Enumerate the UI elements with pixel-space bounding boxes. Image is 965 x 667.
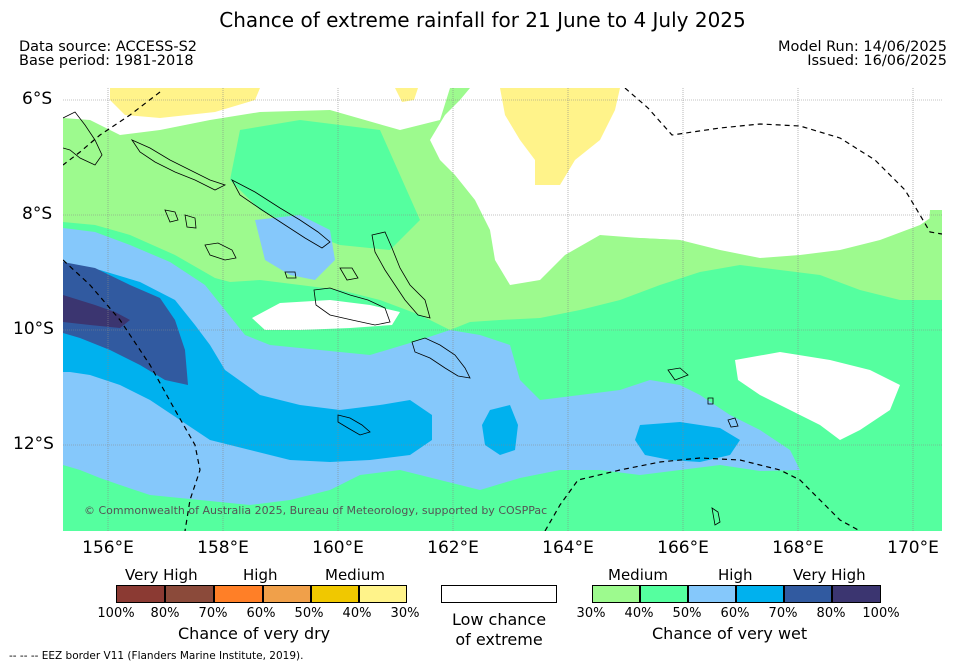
model-run: Model Run: 14/06/2025 xyxy=(777,39,947,55)
swatch-dry-70 xyxy=(214,585,263,603)
swatch-wet-40 xyxy=(640,585,688,603)
lon-label: 160°E xyxy=(312,538,364,558)
low-chance-label: Low chance of extreme xyxy=(441,610,557,650)
dry-colorbar xyxy=(116,585,407,603)
field-wet-30-mid xyxy=(630,238,700,270)
lon-label: 164°E xyxy=(542,538,594,558)
swatch-dry-80 xyxy=(165,585,214,603)
dry-category-very-high: Very High xyxy=(125,566,198,584)
swatch-wet-70 xyxy=(784,585,832,603)
wet-tick: 70% xyxy=(768,606,798,621)
probability-fields xyxy=(63,88,942,531)
low-chance-line2: of extreme xyxy=(455,630,543,649)
field-wet-30-east xyxy=(928,210,942,295)
wet-legend-title: Chance of very wet xyxy=(652,624,808,643)
wet-tick: 50% xyxy=(672,606,702,621)
dry-category-high: High xyxy=(243,566,278,584)
swatch-dry-50 xyxy=(311,585,359,603)
wet-tick: 30% xyxy=(576,606,606,621)
swatch-wet-50 xyxy=(688,585,736,603)
gridlines xyxy=(63,88,942,531)
meta-left: Data source: ACCESS-S2 Base period: 1981… xyxy=(19,39,198,69)
lon-label: 162°E xyxy=(427,538,479,558)
swatch-wet-80 xyxy=(832,585,881,603)
lat-label: 10°S xyxy=(13,319,54,339)
field-wet-80 xyxy=(63,295,130,328)
dry-category-medium: Medium xyxy=(325,566,385,584)
eez-footnote: -- -- -- EEZ border V11 (Flanders Marine… xyxy=(9,650,304,662)
lon-label: 170°E xyxy=(887,538,939,558)
lon-label: 166°E xyxy=(657,538,709,558)
lat-label: 12°S xyxy=(13,434,54,454)
lat-label: 8°S xyxy=(22,204,53,224)
dry-tick: 80% xyxy=(150,606,180,621)
wet-tick: 100% xyxy=(862,606,900,621)
lon-label: 168°E xyxy=(772,538,824,558)
dry-tick: 100% xyxy=(97,606,135,621)
swatch-dry-60 xyxy=(263,585,311,603)
issued-date: Issued: 16/06/2025 xyxy=(807,53,947,69)
dry-tick: 70% xyxy=(198,606,228,621)
eez-borders xyxy=(63,88,942,531)
wet-tick: 40% xyxy=(624,606,654,621)
base-period: Base period: 1981-2018 xyxy=(19,53,194,69)
swatch-dry-100 xyxy=(116,585,165,603)
swatch-wet-30 xyxy=(592,585,640,603)
wet-colorbar xyxy=(592,585,881,603)
dry-legend-title: Chance of very dry xyxy=(178,624,331,643)
lon-label: 158°E xyxy=(197,538,249,558)
wet-tick: 80% xyxy=(816,606,846,621)
field-dry-40-north xyxy=(500,88,620,185)
dry-tick: 40% xyxy=(342,606,372,621)
lon-label: 156°E xyxy=(82,538,134,558)
field-dry-40-small xyxy=(395,88,418,102)
wet-category-medium: Medium xyxy=(608,566,668,584)
map-title: Chance of extreme rainfall for 21 June t… xyxy=(219,8,746,32)
swatch-low-chance xyxy=(441,585,557,603)
field-dry-40-northwest xyxy=(110,88,260,118)
field-wet-60-center xyxy=(482,405,518,455)
low-chance-line1: Low chance xyxy=(451,610,547,629)
wet-category-very-high: Very High xyxy=(793,566,866,584)
coastlines xyxy=(63,111,739,526)
field-wet-50-north xyxy=(255,215,335,280)
swatch-dry-40 xyxy=(359,585,407,603)
meta-right: Model Run: 14/06/2025 Issued: 16/06/2025 xyxy=(777,39,947,69)
dry-tick: 50% xyxy=(294,606,324,621)
lat-label: 6°S xyxy=(22,89,53,109)
field-wet-60-east xyxy=(635,422,740,462)
wet-category-high: High xyxy=(718,566,753,584)
dry-tick: 30% xyxy=(390,606,420,621)
copyright: © Commonwealth of Australia 2025, Bureau… xyxy=(84,504,547,517)
data-source: Data source: ACCESS-S2 xyxy=(19,39,198,55)
swatch-wet-60 xyxy=(736,585,784,603)
wet-tick: 60% xyxy=(720,606,750,621)
field-low-chance-east xyxy=(735,352,900,440)
dry-tick: 60% xyxy=(246,606,276,621)
